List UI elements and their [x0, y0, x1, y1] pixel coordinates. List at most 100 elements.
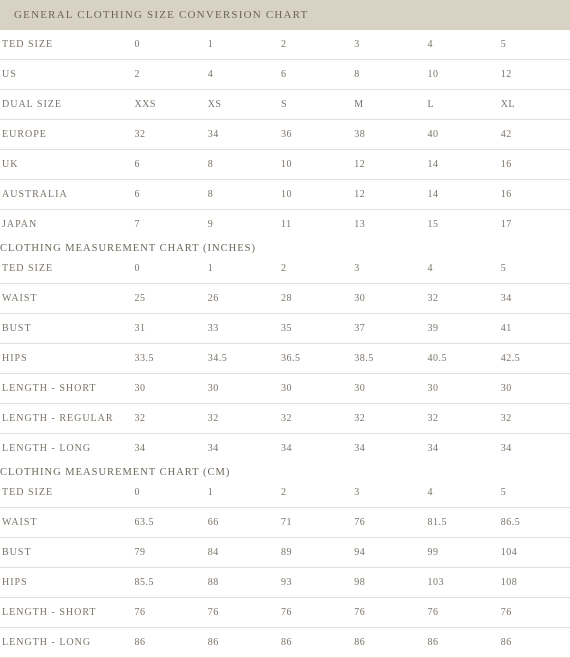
cell-value: 2: [277, 30, 350, 60]
row-label: BUST: [0, 538, 130, 568]
cell-value: 36: [277, 120, 350, 150]
cell-value: 0: [130, 478, 203, 508]
row-label: AUSTRALIA: [0, 180, 130, 210]
cell-value: 4: [204, 60, 277, 90]
cell-value: 0: [130, 30, 203, 60]
cell-value: 10: [423, 60, 496, 90]
chart-content: TED SIZE012345US24681012DUAL SIZEXXSXSSM…: [0, 30, 570, 658]
table-row: UK6810121416: [0, 150, 570, 180]
table-row: AUSTRALIA6810121416: [0, 180, 570, 210]
cell-value: 17: [497, 210, 570, 240]
cell-value: 86: [204, 628, 277, 658]
size-table: TED SIZE012345WAIST252628303234BUST31333…: [0, 254, 570, 463]
cell-value: 8: [204, 180, 277, 210]
section-title: CLOTHING MEASUREMENT CHART (CM): [0, 463, 570, 478]
cell-value: 40.5: [423, 344, 496, 374]
cell-value: 81.5: [423, 508, 496, 538]
row-label: US: [0, 60, 130, 90]
row-label: WAIST: [0, 508, 130, 538]
cell-value: 25: [130, 284, 203, 314]
row-label: TED SIZE: [0, 30, 130, 60]
cell-value: 79: [130, 538, 203, 568]
section-title: CLOTHING MEASUREMENT CHART (INCHES): [0, 239, 570, 254]
cell-value: 6: [130, 150, 203, 180]
cell-value: 31: [130, 314, 203, 344]
cell-value: 32: [350, 404, 423, 434]
cell-value: 16: [497, 150, 570, 180]
cell-value: XS: [204, 90, 277, 120]
cell-value: 76: [130, 598, 203, 628]
cell-value: 76: [350, 598, 423, 628]
table-row: BUST313335373941: [0, 314, 570, 344]
cell-value: 38: [350, 120, 423, 150]
row-label: HIPS: [0, 344, 130, 374]
row-label: LENGTH - SHORT: [0, 374, 130, 404]
table-row: BUST7984899499104: [0, 538, 570, 568]
cell-value: 99: [423, 538, 496, 568]
cell-value: 76: [277, 598, 350, 628]
cell-value: 32: [277, 404, 350, 434]
cell-value: 36.5: [277, 344, 350, 374]
table-row: TED SIZE012345: [0, 30, 570, 60]
size-table: TED SIZE012345WAIST63.566717681.586.5BUS…: [0, 478, 570, 658]
table-row: WAIST252628303234: [0, 284, 570, 314]
cell-value: 6: [277, 60, 350, 90]
size-table: TED SIZE012345US24681012DUAL SIZEXXSXSSM…: [0, 30, 570, 239]
cell-value: 98: [350, 568, 423, 598]
cell-value: 86: [277, 628, 350, 658]
cell-value: 40: [423, 120, 496, 150]
cell-value: 30: [277, 374, 350, 404]
cell-value: 37: [350, 314, 423, 344]
cell-value: 86: [423, 628, 496, 658]
cell-value: 86.5: [497, 508, 570, 538]
table-row: TED SIZE012345: [0, 478, 570, 508]
cell-value: 12: [350, 150, 423, 180]
cell-value: 35: [277, 314, 350, 344]
cell-value: 30: [350, 374, 423, 404]
cell-value: 34.5: [204, 344, 277, 374]
cell-value: 89: [277, 538, 350, 568]
cell-value: 33: [204, 314, 277, 344]
row-label: TED SIZE: [0, 254, 130, 284]
cell-value: 30: [350, 284, 423, 314]
cell-value: 76: [350, 508, 423, 538]
cell-value: 34: [497, 434, 570, 464]
cell-value: 93: [277, 568, 350, 598]
cell-value: 34: [204, 120, 277, 150]
cell-value: 8: [350, 60, 423, 90]
cell-value: 34: [497, 284, 570, 314]
cell-value: 30: [130, 374, 203, 404]
cell-value: 5: [497, 254, 570, 284]
table-row: US24681012: [0, 60, 570, 90]
cell-value: 10: [277, 180, 350, 210]
cell-value: 13: [350, 210, 423, 240]
cell-value: 86: [130, 628, 203, 658]
cell-value: 30: [423, 374, 496, 404]
table-row: WAIST63.566717681.586.5: [0, 508, 570, 538]
cell-value: 33.5: [130, 344, 203, 374]
table-row: HIPS33.534.536.538.540.542.5: [0, 344, 570, 374]
cell-value: 94: [350, 538, 423, 568]
table-row: LENGTH - LONG868686868686: [0, 628, 570, 658]
cell-value: 1: [204, 254, 277, 284]
row-label: LENGTH - LONG: [0, 434, 130, 464]
cell-value: 15: [423, 210, 496, 240]
cell-value: 32: [423, 284, 496, 314]
cell-value: 14: [423, 150, 496, 180]
cell-value: 86: [497, 628, 570, 658]
cell-value: 34: [350, 434, 423, 464]
cell-value: 4: [423, 478, 496, 508]
row-label: LENGTH - SHORT: [0, 598, 130, 628]
row-label: TED SIZE: [0, 478, 130, 508]
row-label: HIPS: [0, 568, 130, 598]
row-label: LENGTH - REGULAR: [0, 404, 130, 434]
cell-value: 41: [497, 314, 570, 344]
cell-value: 5: [497, 30, 570, 60]
cell-value: 42.5: [497, 344, 570, 374]
cell-value: XXS: [130, 90, 203, 120]
cell-value: 42: [497, 120, 570, 150]
cell-value: 12: [497, 60, 570, 90]
table-row: LENGTH - SHORT303030303030: [0, 374, 570, 404]
cell-value: S: [277, 90, 350, 120]
table-row: EUROPE323436384042: [0, 120, 570, 150]
